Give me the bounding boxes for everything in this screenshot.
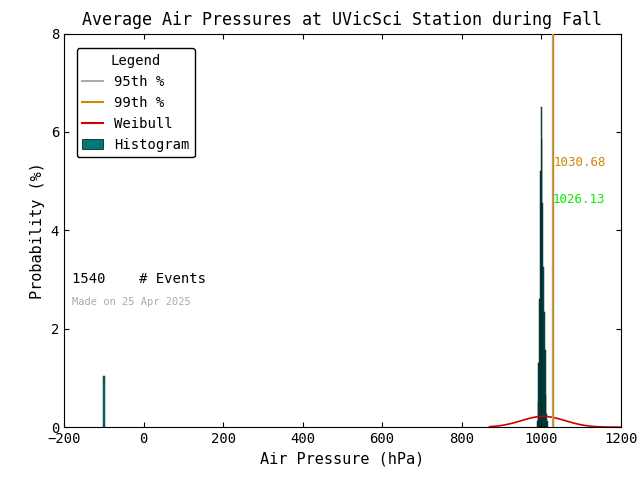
Text: 1030.68: 1030.68: [554, 156, 606, 169]
Y-axis label: Probability (%): Probability (%): [30, 162, 45, 299]
Text: 1026.13: 1026.13: [552, 193, 605, 206]
Bar: [541, 139, 543, 427]
Legend: 95th %, 99th %, Weibull, Histogram: 95th %, 99th %, Weibull, Histogram: [77, 48, 195, 157]
Bar: [103, 376, 104, 427]
Text: Made on 25 Apr 2025: Made on 25 Apr 2025: [72, 297, 191, 307]
X-axis label: Air Pressure (hPa): Air Pressure (hPa): [260, 452, 424, 467]
Bar: [545, 350, 546, 427]
Bar: [540, 171, 541, 427]
Text: 1540    # Events: 1540 # Events: [72, 272, 206, 286]
Title: Average Air Pressures at UVicSci Station during Fall: Average Air Pressures at UVicSci Station…: [83, 11, 602, 29]
Bar: [538, 363, 540, 427]
Bar: [544, 312, 545, 427]
Bar: [537, 421, 538, 427]
Bar: [543, 267, 544, 427]
Bar: [547, 421, 548, 427]
Bar: [546, 395, 547, 427]
